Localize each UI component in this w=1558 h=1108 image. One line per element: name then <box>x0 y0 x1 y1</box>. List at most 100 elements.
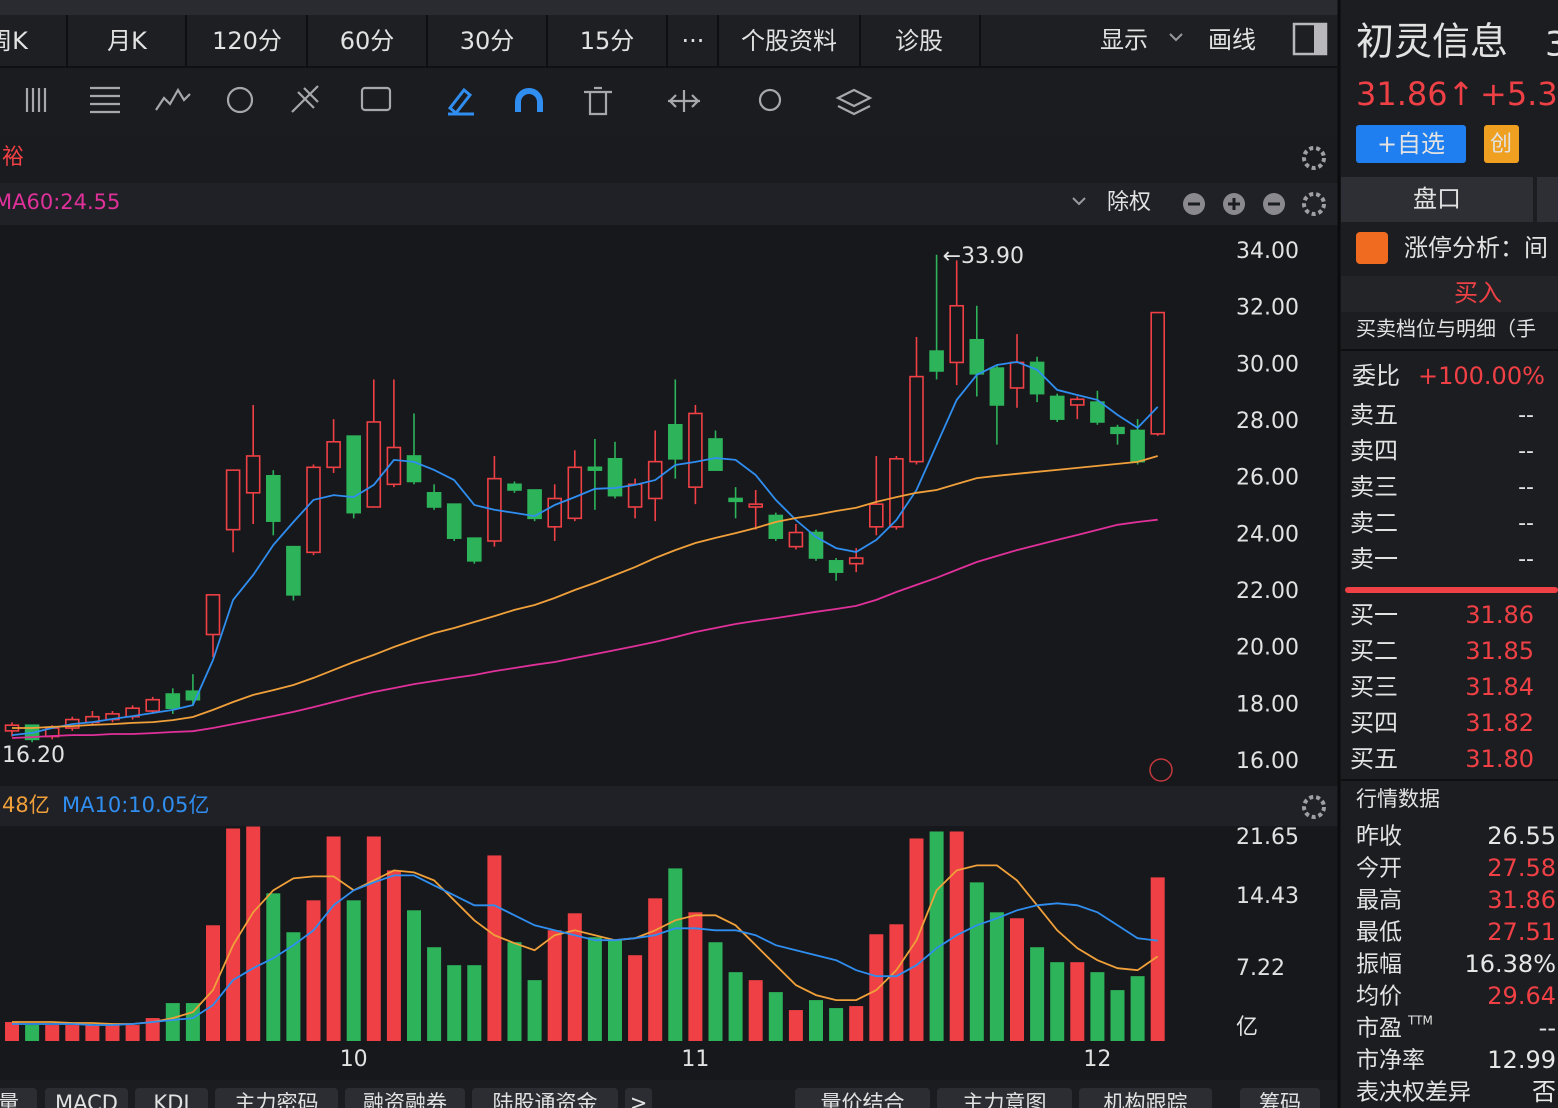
bottom-tab-label[interactable]: KDJ <box>153 1091 189 1108</box>
bid-value: 31.80 <box>1465 745 1534 773</box>
icon[interactable] <box>360 86 392 112</box>
line-series <box>12 864 1159 1025</box>
volume-bar <box>809 1000 823 1041</box>
adjust-menu[interactable]: 除权 <box>1107 190 1151 215</box>
bottom-tab-label[interactable]: 筹码 <box>1259 1091 1301 1108</box>
ask-value: -- <box>1518 475 1534 500</box>
quote-value: 27.51 <box>1487 918 1556 946</box>
stock-code: 3 <box>1545 25 1558 65</box>
icon[interactable] <box>447 87 474 116</box>
bottom-tab[interactable] <box>1079 1088 1212 1108</box>
low-annotation: 16.20 <box>2 743 65 768</box>
tab[interactable]: 120分 <box>212 27 282 55</box>
rank-badge[interactable] <box>1149 758 1173 782</box>
y-tick-label: 18.00 <box>1236 692 1299 717</box>
candle-body <box>165 693 181 709</box>
tab[interactable]: 月K <box>107 27 148 55</box>
quote-value: -- <box>1539 1014 1556 1042</box>
candle-body <box>929 350 944 372</box>
layout-icon[interactable] <box>1314 24 1326 54</box>
settings-icon[interactable] <box>1302 146 1326 170</box>
volume-bar <box>527 980 542 1041</box>
icon[interactable] <box>835 88 873 116</box>
icon[interactable] <box>515 88 543 112</box>
settings-icon[interactable] <box>1302 192 1326 216</box>
ask-label: 卖五 <box>1350 401 1398 429</box>
draw-menu[interactable]: 画线 <box>1208 26 1256 54</box>
candle-body <box>667 423 683 460</box>
bottom-tab[interactable] <box>625 1088 652 1108</box>
candle-body <box>1150 311 1165 435</box>
tab-bar <box>0 15 1340 67</box>
icon[interactable] <box>226 86 254 114</box>
tab[interactable]: 个股资料 <box>741 27 837 55</box>
ratio-label: 委比 <box>1352 362 1400 390</box>
icon[interactable] <box>291 85 319 113</box>
icon[interactable] <box>584 86 612 116</box>
tab[interactable]: 周K <box>0 27 29 55</box>
bottom-tab-label[interactable]: 量价结合 <box>821 1091 905 1108</box>
volume-bar <box>668 868 683 1041</box>
bottom-tab-label[interactable]: 陆股通资金 <box>493 1091 598 1108</box>
candle-body <box>286 545 301 596</box>
candle-body <box>426 492 442 508</box>
bottom-tab-label[interactable]: MACD <box>55 1091 118 1108</box>
candle-body <box>1130 429 1145 463</box>
bottom-tab[interactable] <box>135 1088 208 1108</box>
volume-bar <box>708 942 723 1041</box>
candle-body <box>949 304 965 364</box>
volume-bar <box>748 980 763 1041</box>
bottom-tab-label[interactable]: 量 <box>0 1091 19 1108</box>
bottom-tab[interactable] <box>1240 1088 1320 1108</box>
bottom-tab[interactable] <box>45 1088 128 1108</box>
watch-button[interactable] <box>1356 125 1466 163</box>
tab[interactable]: 15分 <box>580 27 635 55</box>
bottom-tab[interactable] <box>0 1088 37 1108</box>
bottom-tab-label[interactable]: 主力密码 <box>235 1091 319 1108</box>
ma-legend: MA60:24.55 <box>0 190 120 214</box>
chevron[interactable] <box>1072 197 1086 206</box>
bottom-tab[interactable] <box>795 1088 930 1108</box>
icon[interactable] <box>25 88 47 112</box>
buy-label[interactable]: 买入 <box>1454 279 1502 307</box>
bid-label: 买二 <box>1350 637 1398 665</box>
candle-body <box>607 458 623 497</box>
panel-tab[interactable] <box>1537 177 1558 222</box>
bottom-tab[interactable] <box>472 1088 618 1108</box>
icon[interactable] <box>758 88 782 112</box>
candle-body <box>828 560 844 573</box>
volume-bar <box>427 947 442 1041</box>
settings-icon[interactable] <box>1302 795 1326 819</box>
chevron[interactable] <box>1169 33 1183 42</box>
watch-button-label[interactable]: +自选 <box>1377 130 1445 158</box>
quote-value: 27.58 <box>1487 854 1556 882</box>
volume-bar <box>105 1025 120 1041</box>
panel-tab-label[interactable]: 盘口 <box>1413 185 1461 213</box>
bottom-tab[interactable] <box>215 1088 338 1108</box>
bottom-tab-label[interactable]: > <box>630 1091 648 1108</box>
quote-label: 表决权差异 <box>1356 1080 1471 1106</box>
panel-tab[interactable] <box>1341 177 1533 222</box>
volume-bar <box>1150 877 1165 1041</box>
volume-bar <box>366 836 381 1041</box>
volume-bar <box>346 900 361 1041</box>
display-menu[interactable]: 显示 <box>1100 26 1148 54</box>
candle-body <box>265 475 281 522</box>
limit-analysis[interactable]: 涨停分析：间 <box>1404 234 1548 262</box>
bottom-tab[interactable] <box>937 1088 1072 1108</box>
tab[interactable]: 60分 <box>340 27 395 55</box>
icon[interactable] <box>155 87 191 111</box>
bottom-tab[interactable] <box>345 1088 465 1108</box>
tab[interactable]: ··· <box>682 27 705 55</box>
icon[interactable] <box>668 90 700 112</box>
bottom-tab-label[interactable]: 机构跟踪 <box>1104 1091 1188 1108</box>
tab[interactable]: 30分 <box>460 27 515 55</box>
y-tick-label: 22.00 <box>1236 579 1299 604</box>
bottom-tab-label[interactable]: 主力意图 <box>963 1091 1047 1108</box>
bottom-tab-label[interactable]: 融资融券 <box>363 1091 447 1108</box>
icon[interactable] <box>90 86 120 114</box>
volume-bar <box>1030 947 1045 1041</box>
toolbar-icons[interactable] <box>25 22 1328 819</box>
candle-body <box>627 483 643 508</box>
tab[interactable]: 诊股 <box>895 27 943 55</box>
